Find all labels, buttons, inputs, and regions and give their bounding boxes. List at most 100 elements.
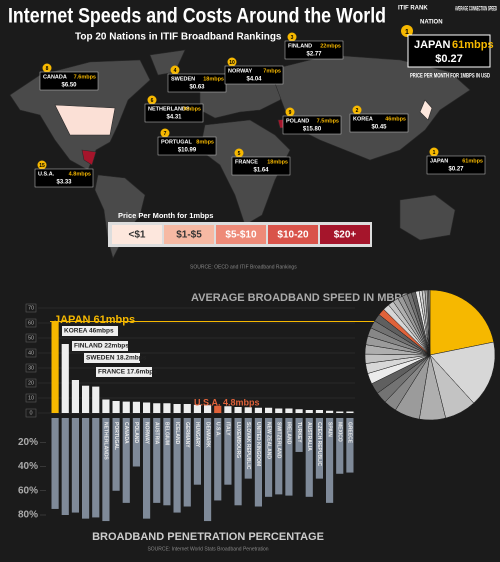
- callout-rank-circle: [285, 107, 295, 117]
- speed-bar: [71, 380, 79, 413]
- y-tick-box: [25, 378, 37, 388]
- y-tick-label: 70: [28, 305, 34, 311]
- category-label: CZECH REPUBLIC: [316, 422, 322, 467]
- annotation: JAPAN 61mbps: [54, 314, 135, 326]
- y-tick-box: [25, 363, 37, 373]
- callout-price: $4.31: [166, 115, 182, 121]
- legend-title: Price Per Month for 1mbps: [118, 211, 213, 220]
- penetration-bar: [254, 418, 262, 507]
- penetration-bar: [92, 418, 100, 518]
- speed-bar: [254, 407, 262, 413]
- y-tick-label: 0: [29, 410, 32, 416]
- speed-title: AVERAGE BROADBAND SPEED IN MBPS: [191, 292, 409, 304]
- penetration-bar: [326, 418, 334, 503]
- penetration-bar: [102, 418, 110, 522]
- legend-swatch: [268, 225, 318, 244]
- key-speed: 61mbps: [452, 39, 494, 51]
- callout-rank-circle: [352, 105, 362, 115]
- annotation: KOREA 46mbps: [64, 328, 114, 335]
- legend-swatch: [164, 225, 214, 244]
- legend-label: $5-$10: [225, 230, 257, 241]
- speed-bar: [193, 404, 201, 413]
- annotation: FRANCE 17.6mbps: [98, 369, 157, 376]
- callout-nation: POLAND: [286, 118, 309, 124]
- category-label: NETHERLANDS: [103, 422, 109, 460]
- penetration-bar: [315, 418, 323, 479]
- category-label: IRELAND: [286, 422, 292, 445]
- callout-rank: 6: [151, 98, 154, 104]
- callout-price: $10.99: [178, 148, 197, 154]
- speed-bar: [214, 405, 222, 413]
- penetration-bar: [51, 418, 59, 509]
- category-label: AUSTRALIA: [306, 422, 312, 451]
- penetration-title: BROADBAND PENETRATION PERCENTAGE: [92, 531, 324, 543]
- callout-rank-circle: [42, 63, 52, 73]
- penetration-bar: [275, 418, 283, 495]
- callout-rank: 1: [433, 150, 436, 156]
- penetration-bar: [132, 418, 140, 467]
- speed-bar: [224, 406, 232, 413]
- penetration-bar: [214, 418, 222, 501]
- callout-rank: 7: [164, 131, 167, 137]
- category-label: CANADA: [123, 422, 129, 444]
- y-tick-label: 30: [28, 365, 34, 371]
- key-price-label: PRICE PER MONTH FOR 1MBPS IN USD: [410, 74, 490, 80]
- callout-rank-circle: [147, 95, 157, 105]
- callout-rank: 3: [291, 35, 294, 41]
- callout-nation: FRANCE: [235, 159, 258, 165]
- category-label: SLOVAK REPUBLIC: [245, 422, 251, 470]
- callout-rank: 8: [46, 66, 49, 72]
- legend-label: $10-20: [277, 230, 309, 241]
- penetration-bar: [183, 418, 191, 507]
- callout-nation: U.S.A.: [38, 171, 55, 177]
- callout-speed: 18mbps: [267, 159, 288, 165]
- callout-rank-circle: [160, 128, 170, 138]
- usa-area: [54, 104, 116, 136]
- penetration-bar: [295, 418, 303, 452]
- callout-nation: CANADA: [43, 74, 67, 80]
- key-box: [407, 34, 491, 68]
- callout-speed: 7mbps: [263, 68, 281, 74]
- speed-bar: [132, 401, 140, 413]
- callout-box: [157, 136, 217, 156]
- legend-swatch: [112, 225, 162, 244]
- speed-bar: [61, 344, 69, 413]
- penetration-bar: [82, 418, 90, 519]
- speed-bar: [305, 410, 313, 413]
- key-rank: 1: [405, 29, 409, 36]
- annotation: U.S.A. 4.8mbps: [194, 397, 260, 407]
- y2-tick-label: 60%: [18, 485, 38, 496]
- key-price: $0.27: [435, 53, 463, 65]
- category-label: SWITZERLAND: [275, 422, 281, 459]
- callout-rank: 10: [229, 60, 235, 66]
- australia: [399, 194, 456, 241]
- penetration-bar: [173, 418, 181, 513]
- pie-slice: [428, 289, 431, 356]
- y2-tick-label: 20%: [18, 437, 38, 448]
- penetration-bar: [234, 418, 242, 506]
- category-label: MEXICO: [336, 422, 342, 442]
- penetration-bar: [265, 418, 273, 497]
- penetration-bar: [71, 418, 79, 513]
- category-label: ITALY: [225, 422, 231, 436]
- subtitle: Top 20 Nations in ITIF Broadband Ranking…: [75, 32, 282, 43]
- y2-tick-label: 80%: [18, 510, 38, 521]
- callout-price: $0.63: [189, 85, 205, 91]
- callout-nation: JAPAN: [430, 158, 448, 164]
- callout-rank-circle: [429, 147, 439, 157]
- category-label: HUNGARY: [194, 422, 200, 448]
- annotation-box: [72, 341, 128, 351]
- y-tick-box: [25, 393, 37, 403]
- pie-slice: [429, 341, 496, 404]
- speed-bar: [102, 399, 110, 413]
- speed-bar: [265, 407, 273, 413]
- legend-label: $1-$5: [176, 230, 202, 241]
- callout-speed: 61mbps: [462, 158, 483, 164]
- penetration-bar: [112, 418, 120, 491]
- annotation: SWEDEN 18.2mbps: [86, 355, 147, 362]
- category-label: LUXEMBOURG: [235, 422, 241, 458]
- speed-bar: [163, 403, 171, 413]
- legend-label: <$1: [129, 230, 146, 241]
- price-legend: Price Per Month for 1mbps <$1 $1-$5 $5-$10…: [108, 211, 372, 247]
- callout-box: [231, 156, 291, 176]
